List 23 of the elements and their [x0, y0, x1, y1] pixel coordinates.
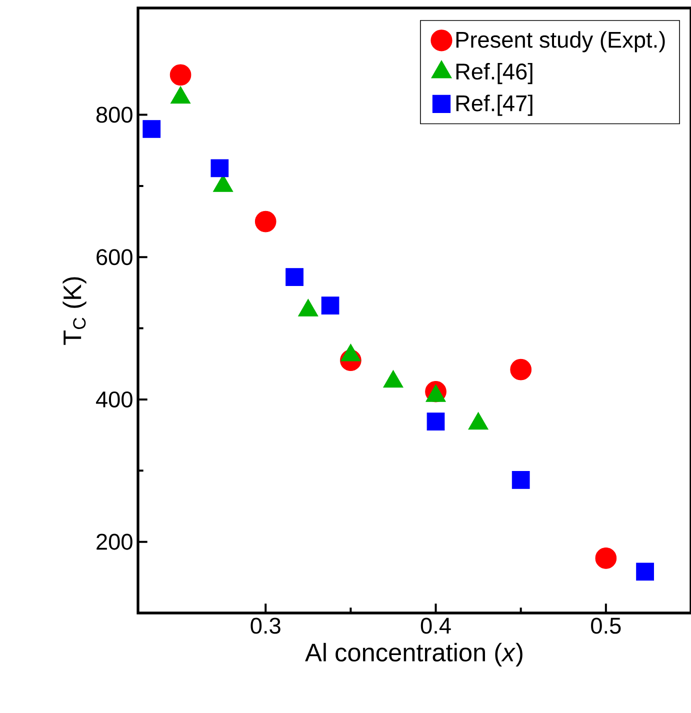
- x-axis-title: Al concentration (x): [305, 642, 522, 667]
- y-tick-label: 200: [96, 534, 132, 550]
- legend-label: Present study (Expt.): [456, 31, 665, 52]
- x-tick-label: 0.3: [250, 618, 280, 634]
- point: [210, 159, 229, 178]
- point: [170, 64, 192, 86]
- y-tick-label: 800: [96, 106, 132, 123]
- point: [286, 268, 304, 286]
- point: [595, 548, 617, 569]
- x-tick-label: 0.4: [420, 618, 451, 634]
- point: [426, 412, 445, 430]
- x-tick-label: 0.5: [591, 618, 621, 634]
- y-tick-label: 400: [96, 391, 132, 408]
- point: [321, 296, 340, 314]
- point: [636, 562, 654, 581]
- legend-label: Ref.[47]: [456, 94, 532, 116]
- legend-label: Ref.[46]: [456, 62, 532, 84]
- point: [254, 210, 276, 232]
- y-tick-label: 600: [96, 249, 132, 266]
- point: [142, 120, 161, 138]
- y-axis-title: T$_{C}$ (K): [62, 277, 86, 345]
- point: [510, 358, 532, 380]
- point: [512, 470, 530, 489]
